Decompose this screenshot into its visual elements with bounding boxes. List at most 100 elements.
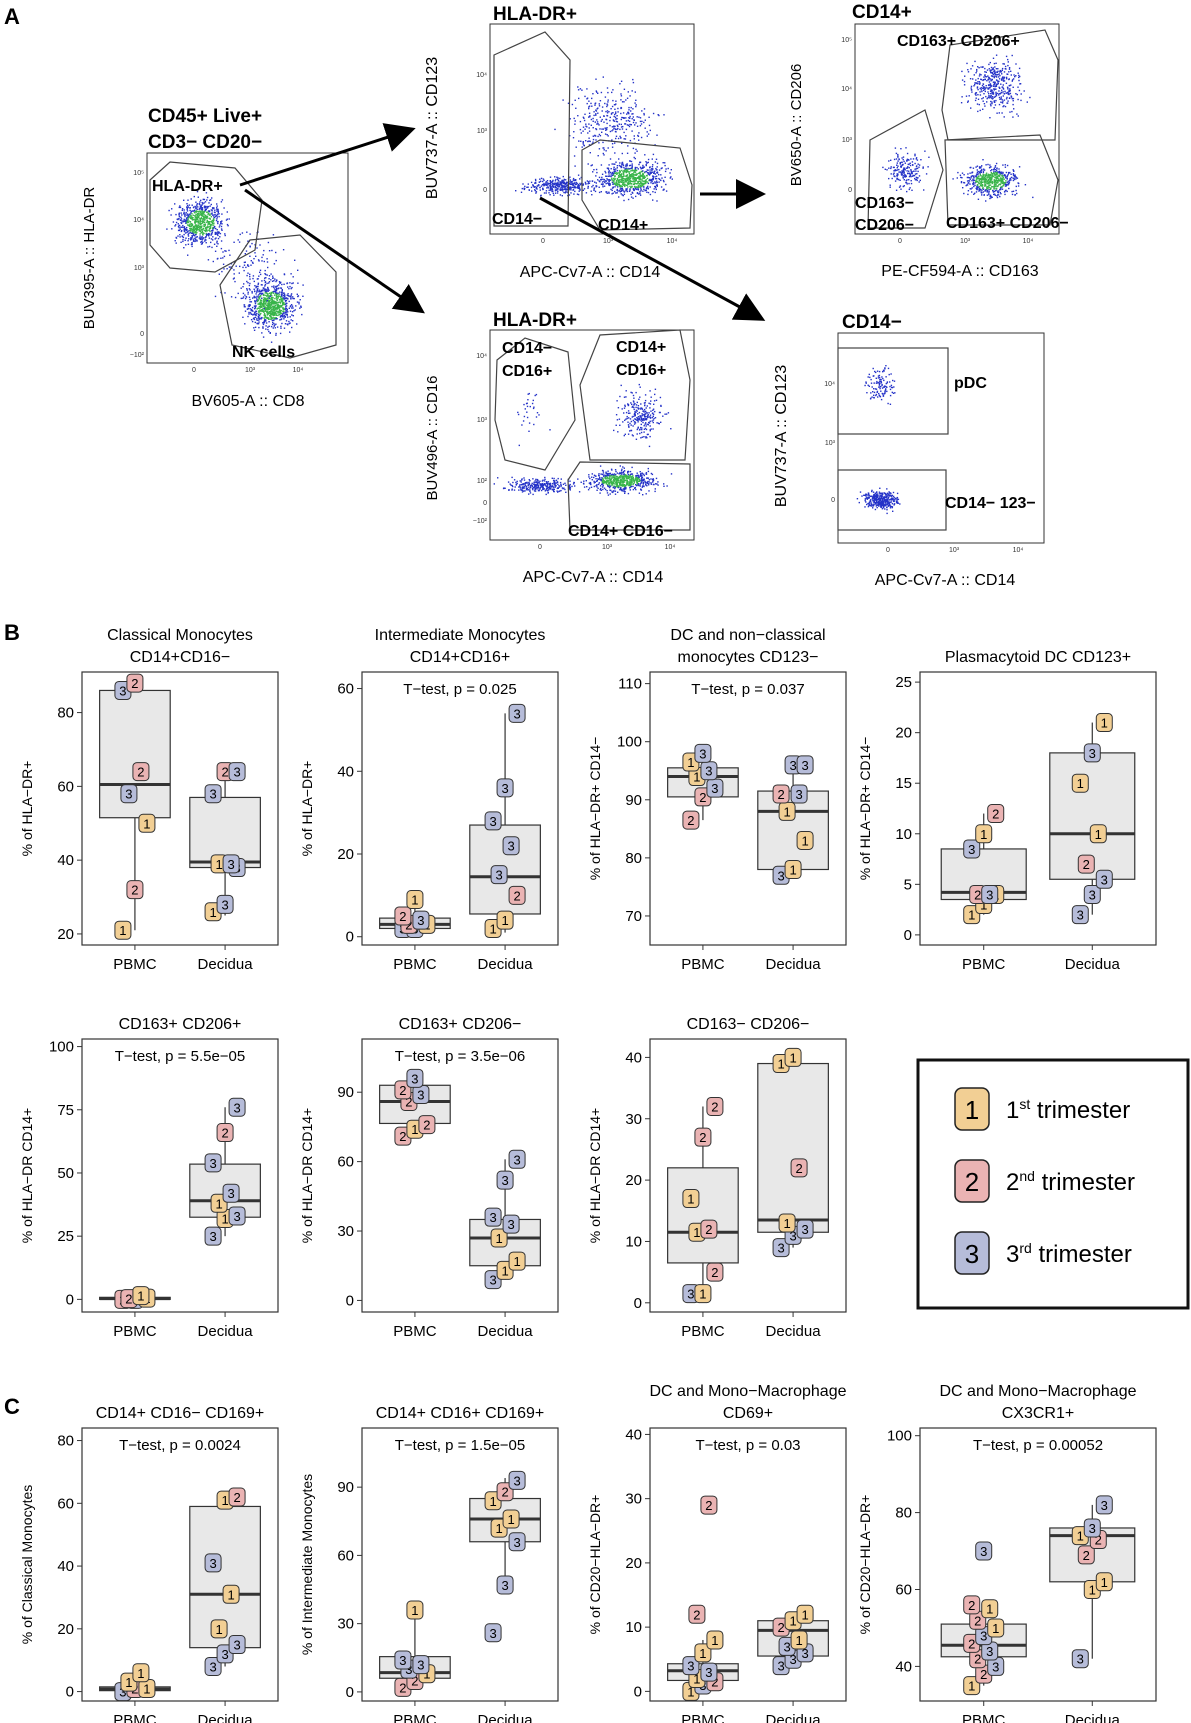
event-dot xyxy=(991,91,993,94)
event-dot xyxy=(262,322,264,324)
event-dot xyxy=(551,482,554,485)
event-dot xyxy=(613,481,615,484)
event-dot xyxy=(599,135,602,137)
event-dot xyxy=(262,327,264,329)
event-dot xyxy=(208,217,210,219)
event-dot xyxy=(255,313,257,315)
event-dot xyxy=(626,168,628,171)
event-dot xyxy=(979,83,981,85)
event-dot xyxy=(609,184,611,186)
event-dot xyxy=(190,227,192,230)
event-dot xyxy=(1008,97,1011,99)
event-dot xyxy=(267,308,270,311)
event-dot xyxy=(198,223,201,225)
event-dot xyxy=(997,181,999,183)
event-dot xyxy=(649,390,651,392)
event-dot xyxy=(588,116,590,118)
event-dot xyxy=(632,483,634,485)
event-dot xyxy=(253,280,255,283)
event-dot xyxy=(635,122,637,124)
event-dot xyxy=(193,235,196,237)
event-dot xyxy=(995,162,998,165)
event-dot xyxy=(272,317,274,320)
event-dot xyxy=(273,290,275,292)
event-dot xyxy=(995,99,997,102)
event-dot xyxy=(617,175,620,177)
event-dot xyxy=(648,402,650,404)
event-dot xyxy=(255,305,257,307)
event-dot xyxy=(550,189,552,192)
event-dot xyxy=(1011,80,1013,82)
event-dot xyxy=(996,92,998,95)
event-dot xyxy=(644,154,646,156)
event-dot xyxy=(997,70,999,72)
event-dot xyxy=(274,292,276,295)
event-dot xyxy=(990,97,993,99)
event-dot xyxy=(180,216,182,218)
event-dot xyxy=(611,491,613,493)
event-dot xyxy=(549,185,552,187)
event-dot xyxy=(191,217,194,219)
event-dot xyxy=(186,217,188,219)
event-dot xyxy=(524,486,526,488)
event-dot xyxy=(292,315,294,317)
event-dot xyxy=(268,312,270,314)
event-dot xyxy=(196,236,198,238)
event-dot xyxy=(641,179,643,181)
event-dot xyxy=(276,299,278,302)
event-dot xyxy=(993,69,995,71)
event-dot xyxy=(190,218,193,220)
event-dot xyxy=(635,479,637,481)
event-dot xyxy=(625,476,627,478)
event-dot xyxy=(283,327,286,329)
event-dot xyxy=(615,478,618,480)
event-dot xyxy=(558,485,560,487)
event-dot xyxy=(608,175,611,177)
event-dot xyxy=(568,194,571,196)
event-dot xyxy=(546,488,548,490)
event-dot xyxy=(603,149,605,151)
event-dot xyxy=(269,304,271,306)
event-dot xyxy=(194,221,196,223)
event-dot xyxy=(624,475,627,477)
event-dot xyxy=(211,219,213,222)
event-dot xyxy=(276,293,278,295)
event-dot xyxy=(284,304,287,306)
event-dot xyxy=(977,181,979,184)
event-dot xyxy=(1006,181,1008,184)
event-dot xyxy=(529,492,532,494)
event-dot xyxy=(572,189,574,191)
event-dot xyxy=(265,316,267,319)
event-dot xyxy=(536,478,539,481)
event-dot xyxy=(1003,181,1006,184)
event-dot xyxy=(203,205,206,207)
event-dot xyxy=(984,90,986,93)
event-dot xyxy=(613,127,615,129)
event-dot xyxy=(258,302,260,305)
event-dot xyxy=(300,305,302,307)
event-dot xyxy=(278,295,280,297)
event-dot xyxy=(537,488,539,490)
event-dot xyxy=(268,250,271,252)
event-dot xyxy=(636,183,638,185)
event-dot xyxy=(642,414,644,416)
event-dot xyxy=(588,123,590,125)
event-dot xyxy=(279,311,281,314)
event-dot xyxy=(579,184,582,186)
event-dot xyxy=(279,302,282,304)
event-dot xyxy=(264,269,266,272)
event-dot xyxy=(638,383,640,386)
hladr-bottom-ytick-5: −10² xyxy=(473,518,488,525)
event-dot xyxy=(257,283,259,286)
event-dot xyxy=(246,274,248,277)
event-dot xyxy=(631,166,633,168)
hladr-bottom-ytick-4: 0 xyxy=(483,500,487,507)
event-dot xyxy=(638,193,640,195)
event-dot xyxy=(250,319,253,321)
event-dot xyxy=(257,285,259,288)
event-dot xyxy=(652,478,654,480)
event-dot xyxy=(990,100,992,103)
event-dot xyxy=(649,186,651,188)
event-dot xyxy=(556,490,558,492)
event-dot xyxy=(634,102,636,104)
